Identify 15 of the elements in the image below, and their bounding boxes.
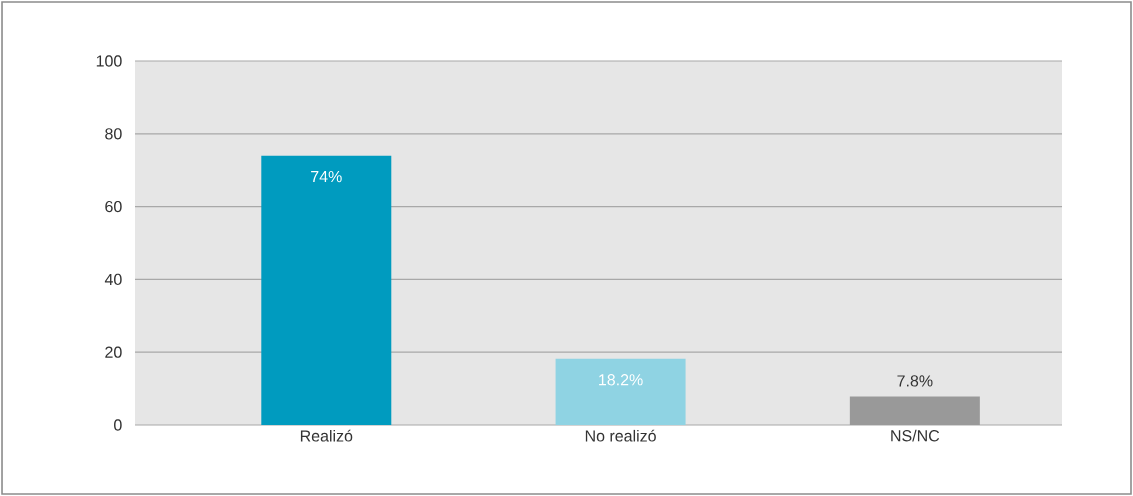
y-tick-label: 20 (105, 346, 122, 358)
bar (849, 396, 980, 425)
y-tick-label: 100 (96, 55, 122, 67)
data-label: 18.2% (599, 374, 643, 386)
y-tick-label: 40 (104, 273, 122, 286)
data-label: 7.8% (897, 375, 933, 387)
y-tick-label: 80 (105, 128, 122, 140)
x-tick-label: No realizó (585, 429, 656, 442)
data-label: 74% (311, 171, 342, 183)
bar (555, 358, 686, 425)
x-tick-label: Realizó (300, 429, 353, 442)
y-tick-label: 0 (114, 419, 122, 431)
y-tick-label: 60 (105, 200, 122, 213)
x-tick-label: NS/NC (891, 429, 940, 442)
bar (261, 155, 392, 425)
